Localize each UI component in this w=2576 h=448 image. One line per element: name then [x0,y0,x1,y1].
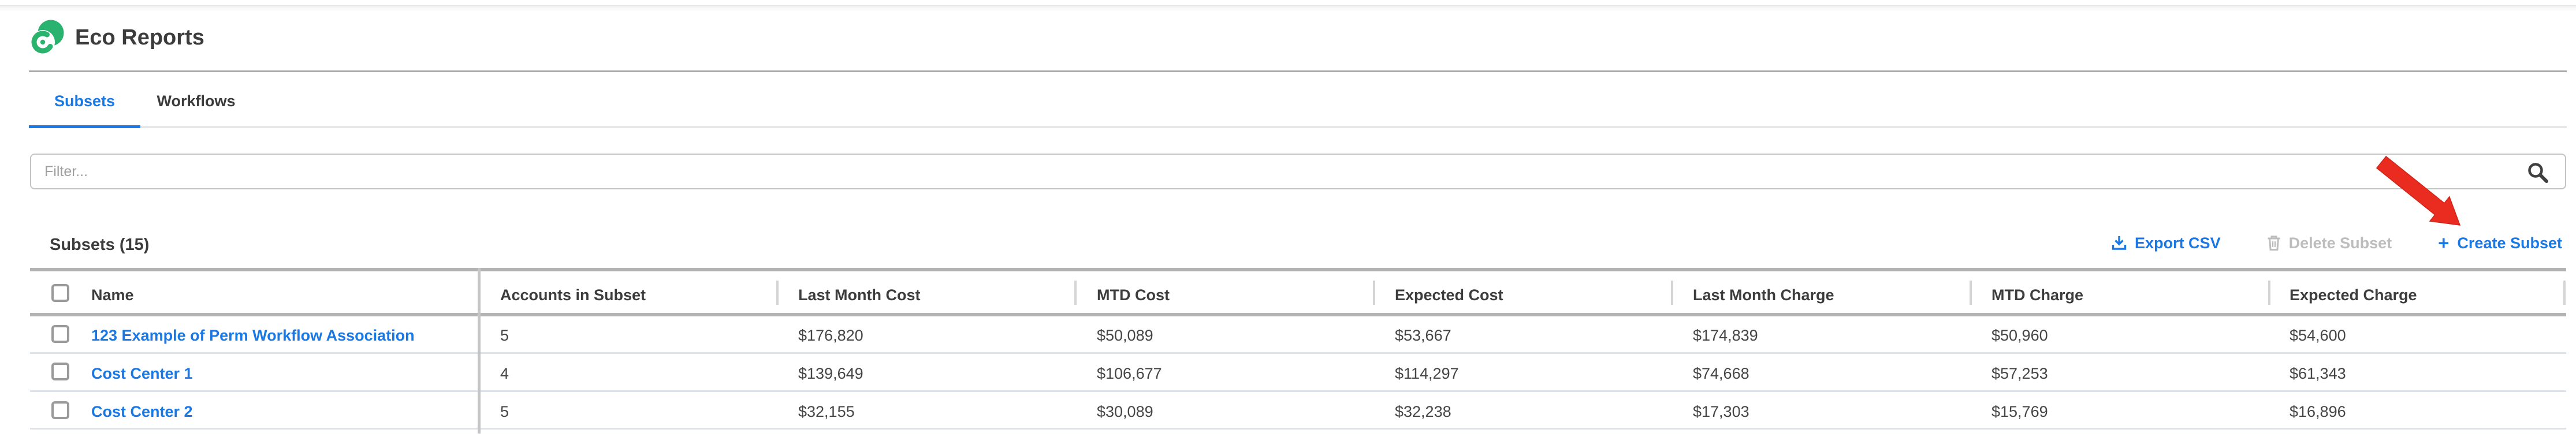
table-top-border [30,268,2566,271]
download-icon [2112,236,2127,250]
column-header-accounts: Accounts in Subset [500,286,646,304]
cell-expected-charge: $16,896 [2290,403,2346,420]
cell-last-month-cost: $139,649 [798,365,863,382]
cell-last-month-charge: $174,839 [1693,327,1758,344]
cell-last-month-cost: $176,820 [798,327,863,344]
trash-icon [2268,236,2280,251]
cell-mtd-charge: $50,960 [1991,327,2048,344]
tab-bar-baseline [140,126,2567,128]
column-header-expected-charge: Expected Charge [2290,286,2417,304]
column-header-name: Name [91,286,134,304]
row-checkbox[interactable] [51,325,69,343]
cell-expected-cost: $53,667 [1395,327,1451,344]
cell-accounts: 5 [500,403,509,420]
subsets-count-heading: Subsets (15) [50,236,150,254]
column-separator [1074,281,1077,305]
cell-mtd-cost: $30,089 [1097,403,1153,420]
cell-last-month-cost: $32,155 [798,403,855,420]
filter-input[interactable] [30,154,2566,189]
column-header-last-month-cost: Last Month Cost [798,286,921,304]
column-separator [2268,281,2270,305]
cell-mtd-cost: $50,089 [1097,327,1153,344]
cell-mtd-cost: $106,677 [1097,365,1162,382]
row-divider [30,352,2566,354]
create-subset-label: Create Subset [2457,234,2562,252]
header-divider [29,70,2567,72]
column-header-mtd-charge: MTD Charge [1991,286,2084,304]
column-separator [2563,281,2566,305]
subset-name-link[interactable]: 123 Example of Perm Workflow Association [91,327,415,344]
cell-last-month-charge: $74,668 [1693,365,1749,382]
cell-expected-cost: $32,238 [1395,403,1451,420]
table-header-border [30,313,2566,316]
create-subset-button[interactable]: + Create Subset [2438,233,2562,253]
column-header-last-month-charge: Last Month Charge [1693,286,1834,304]
select-all-checkbox[interactable] [51,284,69,302]
column-separator [1970,281,1972,305]
subset-name-link[interactable]: Cost Center 1 [91,365,193,382]
export-csv-label: Export CSV [2135,234,2221,252]
row-checkbox[interactable] [51,401,69,419]
delete-subset-button[interactable]: Delete Subset [2267,233,2392,253]
eco-reports-logo-icon [31,20,64,54]
cell-mtd-charge: $15,769 [1991,403,2048,420]
column-header-expected-cost: Expected Cost [1395,286,1503,304]
cell-accounts: 5 [500,327,509,344]
cell-expected-cost: $114,297 [1395,365,1459,382]
plus-icon: + [2438,232,2450,253]
column-separator [776,281,779,305]
row-divider [30,390,2566,392]
annotation-arrow-icon [2376,155,2461,226]
delete-subset-label: Delete Subset [2288,234,2392,252]
window-top-divider [0,5,2576,6]
cell-expected-charge: $54,600 [2290,327,2346,344]
subset-name-link[interactable]: Cost Center 2 [91,403,193,420]
row-checkbox[interactable] [51,363,69,380]
export-csv-button[interactable]: Export CSV [2112,233,2221,253]
cell-mtd-charge: $57,253 [1991,365,2048,382]
table-toolbar: Export CSV Delete Subset + Create Subset [2112,233,2562,253]
search-icon[interactable] [2523,158,2551,185]
cell-expected-charge: $61,343 [2290,365,2346,382]
tab-workflows[interactable]: Workflows [157,92,236,110]
window-top-shadow [0,6,2576,12]
row-divider [30,428,2566,430]
column-separator [1373,281,1375,305]
active-tab-underline [29,125,140,128]
page-title: Eco Reports [75,25,204,50]
cell-last-month-charge: $17,303 [1693,403,1749,420]
cell-accounts: 4 [500,365,509,382]
name-column-separator [478,268,481,434]
column-separator [1671,281,1673,305]
column-header-mtd-cost: MTD Cost [1097,286,1170,304]
tab-subsets[interactable]: Subsets [54,92,116,110]
